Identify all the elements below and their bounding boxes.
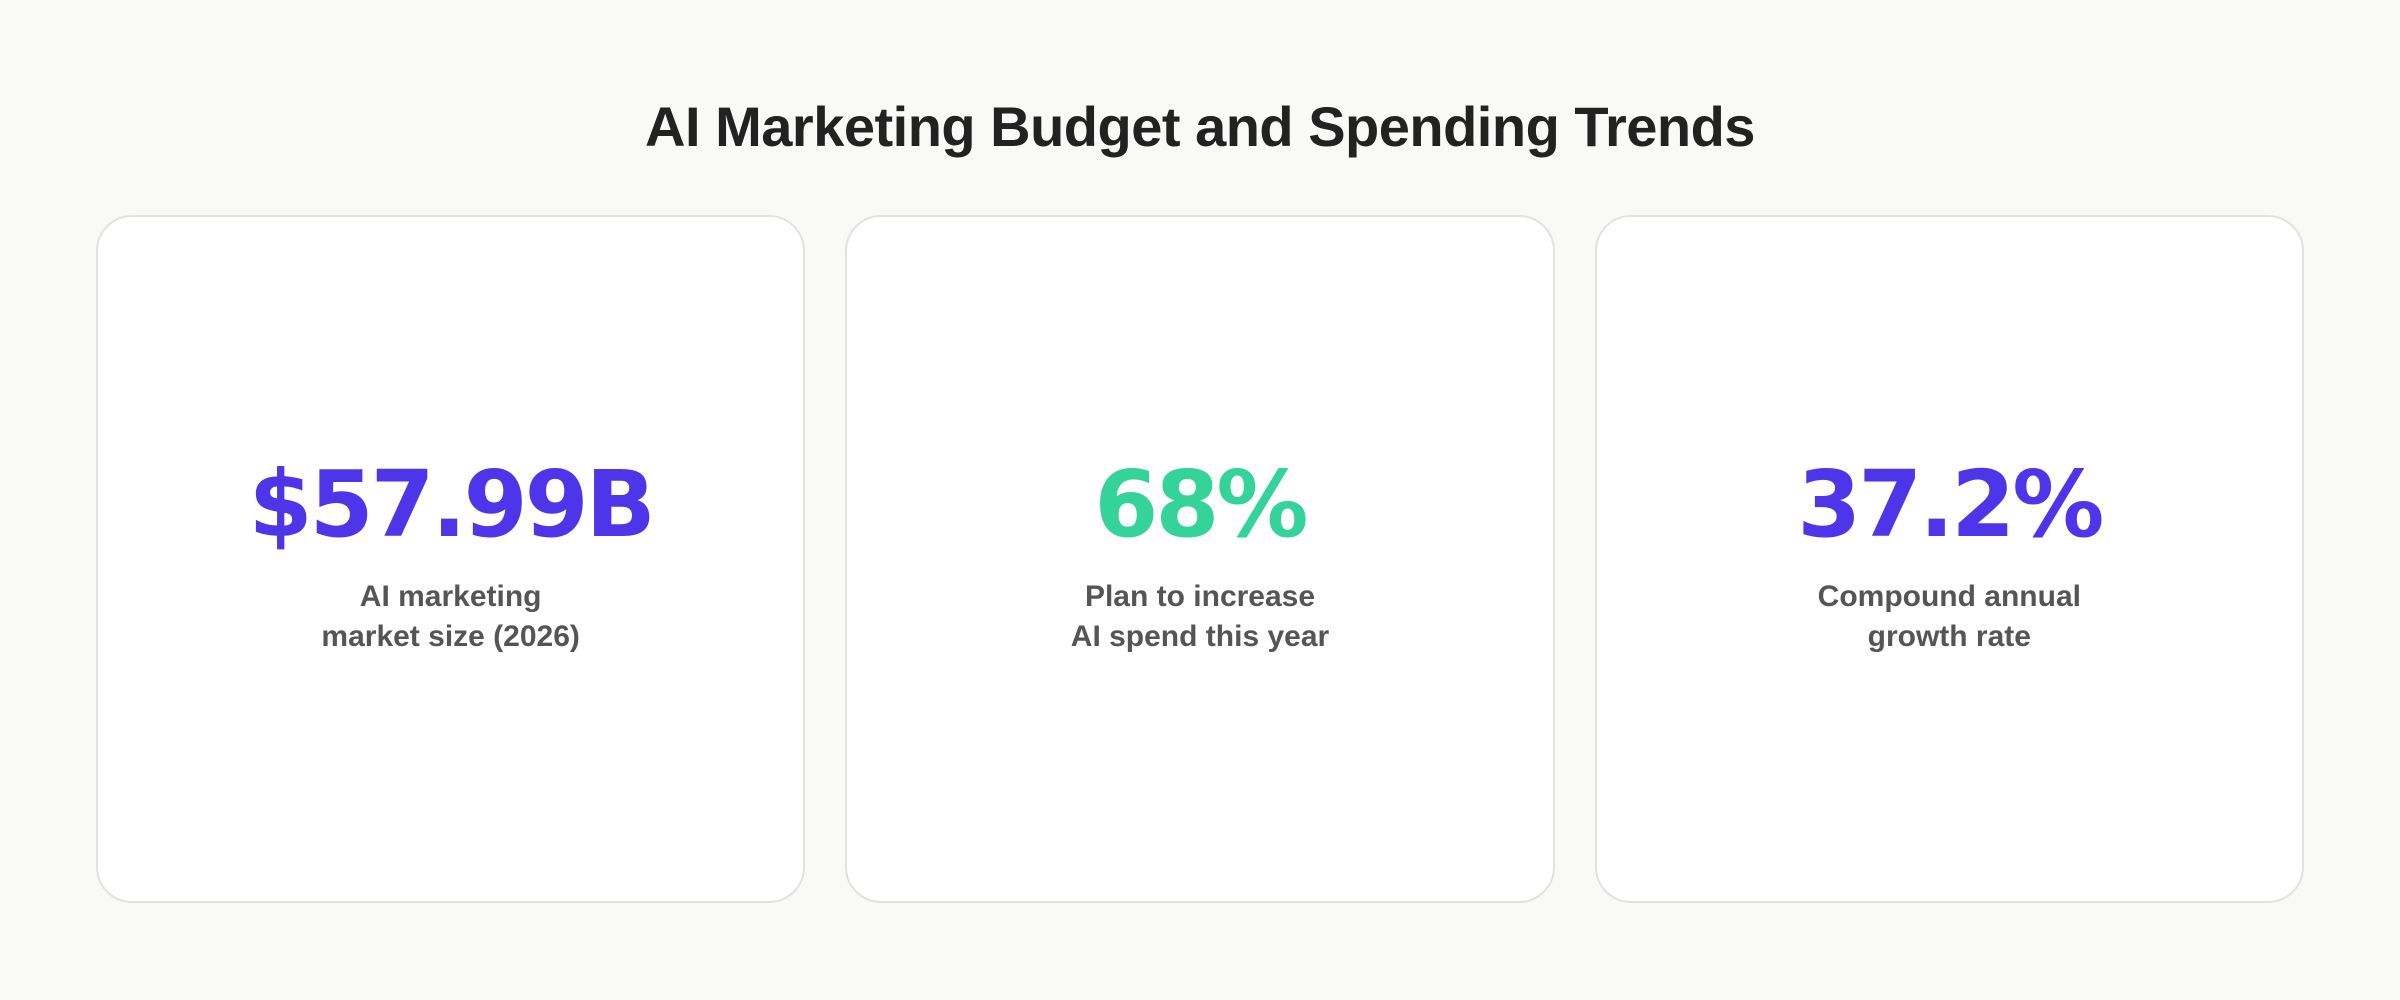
stat-value: $57.99B: [248, 451, 656, 558]
stat-label: AI marketing market size (2026): [321, 577, 580, 657]
stat-label-line: market size (2026): [321, 620, 580, 653]
stat-label-line: Plan to increase: [1084, 580, 1316, 613]
stat-label-line: AI marketing: [359, 580, 542, 613]
stat-card-market-size: $57.99B AI marketing market size (2026): [96, 215, 806, 903]
stats-cards: $57.99B AI marketing market size (2026) …: [96, 215, 2304, 903]
stat-label: Compound annual growth rate: [1818, 577, 2081, 657]
stat-label-line: AI spend this year: [1070, 620, 1330, 653]
stat-card-growth-rate: 37.2% Compound annual growth rate: [1594, 215, 2304, 903]
page-title: AI Marketing Budget and Spending Trends: [645, 95, 1755, 158]
stat-card-spend-increase: 68% Plan to increase AI spend this year: [845, 215, 1555, 903]
stat-label-line: growth rate: [1867, 620, 2031, 653]
stat-label: Plan to increase AI spend this year: [1071, 577, 1329, 657]
stat-value: 37.2%: [1797, 451, 2104, 558]
stat-label-line: Compound annual: [1817, 580, 2081, 613]
stat-value: 68%: [1094, 451, 1308, 558]
